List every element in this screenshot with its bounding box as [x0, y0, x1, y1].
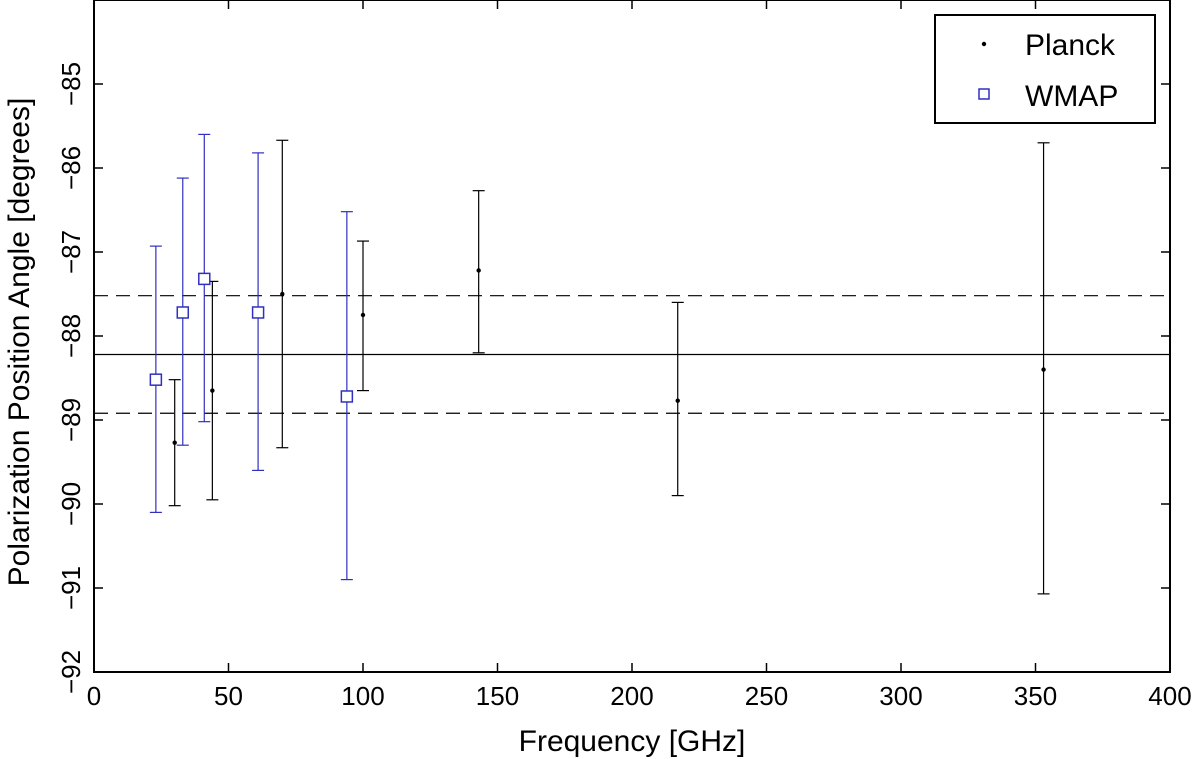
- data-point: [172, 440, 177, 445]
- legend-label-wmap: WMAP: [1025, 80, 1118, 113]
- x-tick-label: 0: [87, 681, 101, 711]
- data-point: [1041, 367, 1046, 372]
- x-tick-label: 100: [341, 681, 384, 711]
- data-point: [251, 306, 265, 319]
- x-tick-label: 50: [214, 681, 243, 711]
- y-tick-label: −87: [56, 230, 86, 274]
- reference-lines: [94, 295, 1170, 414]
- series-wmap: [149, 133, 354, 581]
- x-tick-label: 300: [879, 681, 922, 711]
- y-tick-label: −88: [56, 314, 86, 358]
- y-tick-label: −91: [56, 566, 86, 610]
- x-tick-label: 400: [1148, 681, 1191, 711]
- series-planck: [168, 139, 1050, 595]
- data-point: [280, 291, 285, 297]
- y-tick-label: −90: [56, 482, 86, 526]
- data-point: [340, 390, 354, 403]
- y-tick-label: −89: [56, 398, 86, 442]
- legend-box: [934, 14, 1156, 124]
- data-point: [360, 312, 366, 318]
- y-tick-label: −85: [56, 62, 86, 106]
- x-tick-label: 350: [1014, 681, 1057, 711]
- x-axis: 0 50 100 150 200 250 300 350 400: [87, 0, 1192, 711]
- data-point: [210, 388, 215, 393]
- y-tick-label: −92: [56, 650, 86, 694]
- data-point: [198, 272, 211, 286]
- legend-marker-wmap: [978, 88, 990, 100]
- data-point: [149, 373, 163, 386]
- series-layer: [149, 133, 1050, 595]
- legend: Planck WMAP: [934, 14, 1156, 124]
- legend-marker-planck: [981, 41, 987, 47]
- legend-label-planck: Planck: [1025, 29, 1116, 62]
- y-axis: −92 −91 −90 −89 −88 −87 −86 −85: [56, 62, 1170, 694]
- y-tick-label: −86: [56, 146, 86, 190]
- data-point: [675, 398, 680, 403]
- y-axis-label: Polarization Position Angle [degrees]: [3, 98, 36, 587]
- data-point: [176, 306, 190, 319]
- data-point: [476, 268, 481, 273]
- x-tick-label: 150: [476, 681, 519, 711]
- x-axis-label: Frequency [GHz]: [519, 725, 746, 758]
- x-tick-label: 200: [610, 681, 653, 711]
- x-tick-label: 250: [745, 681, 788, 711]
